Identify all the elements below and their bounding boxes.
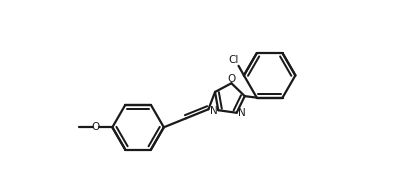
Text: Cl: Cl [228,55,239,66]
Text: O: O [92,122,100,132]
Text: O: O [227,74,236,84]
Text: N: N [210,106,218,116]
Text: N: N [238,108,245,118]
